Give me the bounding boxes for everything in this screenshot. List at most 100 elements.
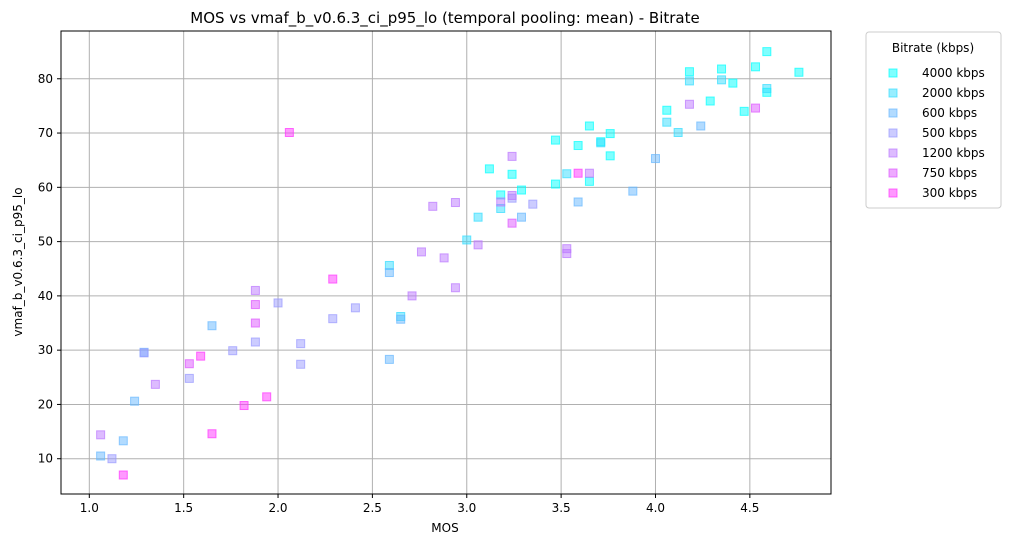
data-points <box>96 47 804 480</box>
data-point <box>118 470 128 480</box>
data-point <box>550 179 560 189</box>
data-point <box>751 62 761 72</box>
legend-title: Bitrate (kbps) <box>892 41 974 55</box>
data-point <box>751 103 761 113</box>
grid <box>61 31 831 494</box>
legend-marker <box>888 68 898 78</box>
series-1200-kbps <box>96 99 694 440</box>
data-point <box>728 78 738 88</box>
y-tick-label: 70 <box>38 126 53 140</box>
x-axis-ticks: 1.0 1.5 2.0 2.5 3.0 3.5 4.0 4.5 <box>80 494 759 515</box>
data-point <box>184 359 194 369</box>
data-point <box>496 197 506 207</box>
data-point <box>150 379 160 389</box>
data-point <box>328 314 338 324</box>
data-point <box>650 154 660 164</box>
y-axis-ticks: 10 20 30 40 50 60 70 80 <box>38 72 61 466</box>
y-tick-label: 20 <box>38 397 53 411</box>
legend-marker <box>888 188 898 198</box>
data-point <box>584 168 594 178</box>
legend-marker <box>888 148 898 158</box>
data-point <box>96 451 106 461</box>
legend-items: 4000 kbps 2000 kbps 600 kbps 500 kbps 1200 k… <box>888 66 985 200</box>
data-point <box>684 67 694 77</box>
x-tick-label: 4.0 <box>646 501 665 515</box>
data-point <box>296 359 306 369</box>
data-point <box>516 212 526 222</box>
data-point <box>450 198 460 208</box>
data-point <box>684 76 694 86</box>
data-point <box>562 249 572 259</box>
x-tick-label: 3.5 <box>552 501 571 515</box>
data-point <box>484 164 494 174</box>
data-point <box>596 138 606 148</box>
data-point <box>130 396 140 406</box>
y-tick-label: 60 <box>38 180 53 194</box>
y-tick-label: 10 <box>38 452 53 466</box>
data-point <box>250 337 260 347</box>
data-point <box>250 300 260 310</box>
data-point <box>662 105 672 115</box>
data-point <box>584 176 594 186</box>
data-point <box>184 373 194 383</box>
data-point <box>439 253 449 263</box>
data-point <box>573 197 583 207</box>
legend-label: 4000 kbps <box>922 66 985 80</box>
data-point <box>328 274 338 284</box>
data-point <box>507 190 517 200</box>
data-point <box>507 151 517 161</box>
data-point <box>228 346 238 356</box>
data-point <box>207 429 217 439</box>
data-point <box>450 283 460 293</box>
y-axis-label: vmaf_b_v0.6.3_ci_p95_lo <box>11 187 25 336</box>
data-point <box>516 185 526 195</box>
data-point <box>462 235 472 245</box>
data-point <box>550 135 560 145</box>
legend: Bitrate (kbps) 4000 kbps 2000 kbps 600 kbp… <box>865 31 1002 209</box>
data-point <box>473 240 483 250</box>
legend-label: 1200 kbps <box>922 146 985 160</box>
y-tick-label: 30 <box>38 343 53 357</box>
legend-label: 750 kbps <box>922 166 977 180</box>
plot-frame <box>60 30 832 495</box>
data-point <box>207 321 217 331</box>
data-point <box>196 351 206 361</box>
legend-marker <box>888 108 898 118</box>
data-point <box>762 47 772 57</box>
data-point <box>384 268 394 278</box>
x-tick-label: 2.0 <box>268 501 287 515</box>
data-point <box>762 84 772 94</box>
data-point <box>573 141 583 151</box>
data-point <box>273 298 283 308</box>
x-tick-label: 3.0 <box>457 501 476 515</box>
data-point <box>628 186 638 196</box>
data-point <box>296 339 306 349</box>
series-500-kbps <box>107 193 538 464</box>
y-tick-label: 80 <box>38 72 53 86</box>
data-point <box>605 129 615 139</box>
legend-marker <box>888 88 898 98</box>
data-point <box>673 128 683 138</box>
data-point <box>107 454 117 464</box>
data-point <box>705 96 715 106</box>
legend-marker <box>888 128 898 138</box>
data-point <box>250 318 260 328</box>
legend-label: 600 kbps <box>922 106 977 120</box>
data-point <box>428 201 438 211</box>
data-point <box>384 354 394 364</box>
data-point <box>284 128 294 138</box>
data-point <box>717 75 727 85</box>
series-4000-kbps <box>484 47 804 200</box>
legend-box <box>865 31 1002 209</box>
data-point <box>662 117 672 127</box>
x-tick-label: 1.5 <box>174 501 193 515</box>
data-point <box>118 436 128 446</box>
data-point <box>262 392 272 402</box>
data-point <box>350 303 360 313</box>
data-point <box>573 168 583 178</box>
y-tick-label: 50 <box>38 235 53 249</box>
data-point <box>684 99 694 109</box>
data-point <box>239 401 249 411</box>
data-point <box>250 285 260 295</box>
